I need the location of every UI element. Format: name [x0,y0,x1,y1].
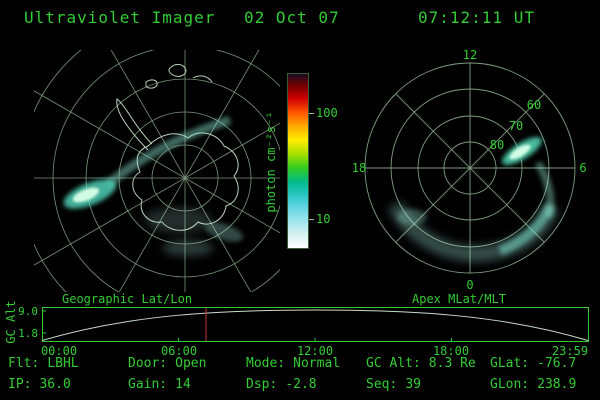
xtick-0000: 00:00 [40,344,78,358]
status-seq-label: Seq: [366,377,398,392]
mlat-label-80: 80 [490,138,504,152]
status-door-value: Open [175,356,207,371]
flux-colorbar [287,73,309,249]
xtick-2359: 23:59 [551,344,589,358]
mlt-label-12: 12 [463,48,477,62]
island-coast [145,79,158,89]
strip-ytick-min: 1.8 [18,327,38,340]
aurora-emission [387,137,559,262]
status-flt: Flt: LBHL [8,356,79,371]
status-gain-label: Gain: [128,377,168,392]
right-plot-caption: Apex MLat/MLT [412,292,506,306]
time-ut-label: 07:12:11 UT [418,8,535,27]
mlt-label-6: 6 [579,161,586,175]
status-door-label: Door: [128,356,168,371]
status-door: Door: Open [128,356,206,371]
instrument-title: Ultraviolet Imager [24,8,216,27]
aurora-emission [63,115,244,256]
mlat-label-70: 70 [509,119,523,133]
status-gain: Gain: 14 [128,377,191,392]
apex-dial-plot: 12 18 6 0 80 70 60 [352,48,587,292]
orbit-altitude-chart [42,307,589,342]
status-glat-value: -76.7 [537,356,577,371]
status-mode-label: Mode: [246,356,286,371]
antarctica-coast [132,132,239,231]
mlat-label-60: 60 [527,98,541,112]
status-ip-value: 36.0 [39,377,71,392]
orbit-altitude-curve [42,309,589,341]
status-ip-label: IP: [8,377,32,392]
status-gain-value: 14 [175,377,191,392]
status-gc-alt-label: GC Alt: [366,356,421,371]
mlt-label-0: 0 [466,278,473,292]
colorbar-units-label: photon cm⁻²s⁻¹ [264,111,278,213]
latlon-grid [34,50,280,292]
xtick-1200: 12:00 [296,344,334,358]
date-label: 02 Oct 07 [244,8,340,27]
status-glat-label: GLat: [490,356,530,371]
mlt-label-18: 18 [352,161,366,175]
xtick-1800: 18:00 [432,344,470,358]
status-glon: GLon: 238.9 [490,377,576,392]
colorbar-tick-mark [309,113,314,114]
status-mode: Mode: Normal [246,356,340,371]
strip-chart-frame [42,307,589,342]
colorbar-tick-100: 100 [316,106,338,120]
status-glon-label: GLon: [490,377,530,392]
xtick-0600: 06:00 [160,344,198,358]
status-ip: IP: 36.0 [8,377,71,392]
status-glat: GLat: -76.7 [490,356,576,371]
status-flt-label: Flt: [8,356,40,371]
colorbar-tick-mark [309,219,314,220]
status-gc-alt: GC Alt: 8.3 Re [366,356,476,371]
strip-ytick-max: 9.0 [18,305,38,318]
status-gc-alt-value: 8.3 Re [428,356,476,371]
island-coast [168,63,187,77]
colorbar-tick-10: 10 [316,212,331,226]
status-seq: Seq: 39 [366,377,421,392]
geographic-map-plot [34,50,280,292]
island-coast [192,75,213,83]
antarctic-peninsula [116,98,153,151]
status-glon-value: 238.9 [537,377,577,392]
left-plot-caption: Geographic Lat/Lon [62,292,193,306]
status-dsp: Dsp: -2.8 [246,377,317,392]
status-mode-value: Normal [293,356,341,371]
coastlines [116,63,239,231]
status-seq-value: 39 [405,377,421,392]
status-dsp-label: Dsp: [246,377,278,392]
status-flt-value: LBHL [47,356,79,371]
status-dsp-value: -2.8 [285,377,317,392]
